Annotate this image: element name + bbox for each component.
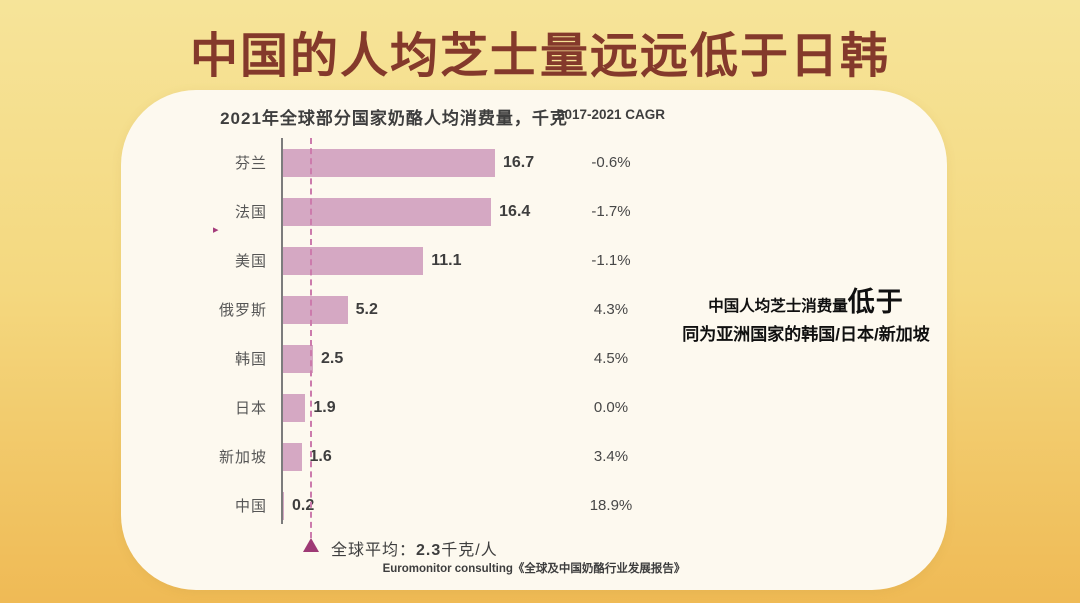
bar-area: 2.5	[281, 334, 541, 383]
country-label: 芬兰	[234, 155, 267, 172]
average-dashed-line	[310, 138, 312, 538]
country-label: 新加坡	[218, 449, 267, 466]
bar-value-label: 16.7	[503, 153, 535, 171]
annotation: 中国人均芝士消费量低于 同为亚洲国家的韩国/日本/新加坡	[641, 280, 971, 345]
cagr-value: 18.9%	[589, 497, 633, 514]
chart-row: 韩国 2.5 4.5%	[121, 334, 947, 383]
annotation-line1: 中国人均芝士消费量低于	[641, 280, 971, 319]
bar-area: 16.4	[281, 187, 541, 236]
chart-row: 中国 0.2 18.9%	[121, 481, 947, 530]
annotation-line1-emphasis: 低于	[847, 287, 904, 317]
pointer-artifact: ▸	[213, 224, 219, 236]
bar	[281, 393, 306, 422]
average-label-prefix: 全球平均：	[331, 542, 417, 559]
country-label: 美国	[234, 253, 267, 270]
chart-card: 2021年全球部分国家奶酪人均消费量，千克 2017-2021 CAGR 芬兰 1…	[121, 90, 947, 590]
annotation-line1-normal: 中国人均芝士消费量	[708, 298, 848, 315]
cagr-value: -0.6%	[591, 154, 631, 171]
bar	[281, 344, 314, 373]
average-value: 2.3	[416, 542, 442, 559]
bar	[281, 246, 424, 275]
bar	[281, 442, 302, 471]
cagr-value: -1.1%	[591, 252, 631, 269]
source-citation: Euromonitor consulting《全球及中国奶酪行业发展报告》	[382, 563, 686, 575]
average-triangle-marker	[303, 538, 319, 552]
chart-row: 日本 1.9 0.0%	[121, 383, 947, 432]
annotation-line2: 同为亚洲国家的韩国/日本/新加坡	[682, 325, 930, 344]
country-label: 法国	[234, 204, 267, 221]
bar-area: 0.2	[281, 481, 541, 530]
cagr-value: 3.4%	[593, 448, 629, 465]
bar-value-label: 0.2	[292, 496, 315, 514]
bar-area: 11.1	[281, 236, 541, 285]
country-label: 韩国	[234, 351, 267, 368]
bar-value-label: 1.6	[309, 447, 332, 465]
chart-row: 新加坡 1.6 3.4%	[121, 432, 947, 481]
bar	[281, 197, 492, 226]
country-label: 中国	[234, 498, 267, 515]
chart-row: 美国 11.1 -1.1%	[121, 236, 947, 285]
bar-value-label: 5.2	[355, 300, 378, 318]
average-label-suffix: 千克/人	[441, 542, 498, 559]
bar-area: 5.2	[281, 285, 541, 334]
cagr-value: -1.7%	[591, 203, 631, 220]
bar-area: 1.9	[281, 383, 541, 432]
bar-value-label: 16.4	[499, 202, 531, 220]
bar	[281, 148, 495, 177]
chart-row: 芬兰 16.7 -0.6%	[121, 138, 947, 187]
cagr-value: 0.0%	[593, 399, 629, 416]
page-title: 中国的人均芝士量远远低于日韩	[189, 30, 890, 83]
bar-value-label: 11.1	[431, 251, 462, 269]
cagr-column-header: 2017-2021 CAGR	[556, 107, 666, 122]
bar-value-label: 1.9	[313, 398, 336, 416]
bar-chart: 芬兰 16.7 -0.6% 法国 16.4 -1.7% 美国 11.1 -1.1% 俄罗斯 5.2 4…	[121, 138, 947, 530]
cagr-value: 4.3%	[593, 301, 629, 318]
bar-value-label: 2.5	[321, 349, 344, 367]
y-axis-line	[281, 138, 283, 524]
country-label: 俄罗斯	[218, 302, 267, 319]
chart-title: 2021年全球部分国家奶酪人均消费量，千克	[220, 109, 568, 128]
bar	[281, 295, 348, 324]
cagr-value: 4.5%	[593, 350, 629, 367]
chart-row: 法国 16.4 -1.7%	[121, 187, 947, 236]
bar-area: 16.7	[281, 138, 541, 187]
chart-row: 俄罗斯 5.2 4.3%	[121, 285, 947, 334]
bar-area: 1.6	[281, 432, 541, 481]
average-label: 全球平均：2.3千克/人	[331, 536, 498, 560]
country-label: 日本	[234, 400, 267, 417]
